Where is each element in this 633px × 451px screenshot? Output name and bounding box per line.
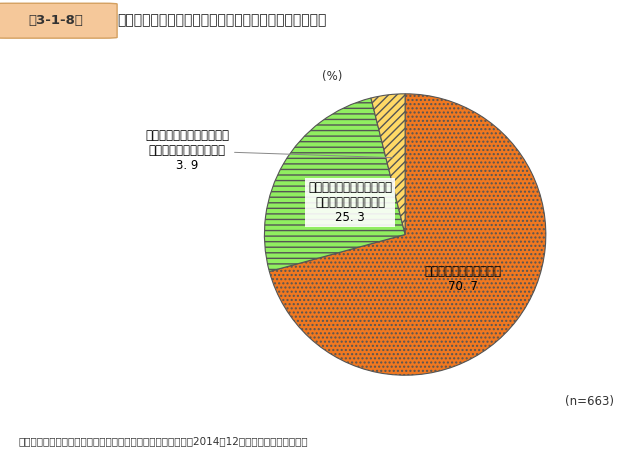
Text: 継続的に活用可能である
70. 7: 継続的に活用可能である 70. 7 [425,265,502,293]
Text: 最も成功した事例における地域資源の継続的活用可能性: 最も成功した事例における地域資源の継続的活用可能性 [117,13,327,28]
Text: どちらともいえない（今後
見極める必要がある）
25. 3: どちらともいえない（今後 見極める必要がある） 25. 3 [308,181,392,224]
Text: 第3-1-8図: 第3-1-8図 [28,14,83,27]
Wedge shape [270,94,546,375]
Text: (n=663): (n=663) [565,395,614,408]
Text: 資料：中小企業庁委託「地域活性化への取組に関する調査」（2014年12月、ランドブレイン㈱）: 資料：中小企業庁委託「地域活性化への取組に関する調査」（2014年12月、ランド… [19,437,309,446]
Wedge shape [371,94,405,235]
Text: 継続的に活用可能ではない
（一時的に活用できた）
3. 9: 継続的に活用可能ではない （一時的に活用できた） 3. 9 [145,129,392,172]
Text: (%): (%) [322,70,342,83]
FancyBboxPatch shape [0,3,117,38]
Wedge shape [265,98,405,272]
